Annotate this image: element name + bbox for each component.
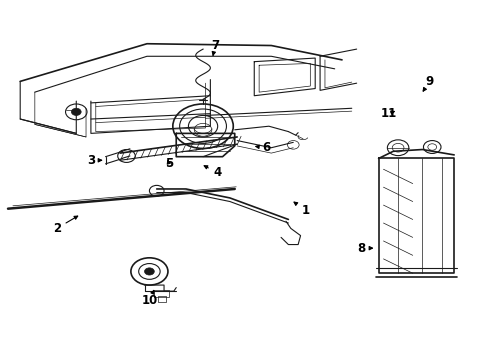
Text: 8: 8 bbox=[357, 242, 372, 255]
Text: 9: 9 bbox=[422, 75, 433, 91]
Text: 1: 1 bbox=[293, 202, 309, 217]
Bar bbox=[158, 296, 165, 302]
Text: 3: 3 bbox=[87, 154, 102, 167]
Text: 5: 5 bbox=[164, 157, 173, 170]
Circle shape bbox=[144, 268, 154, 275]
Bar bbox=[154, 290, 168, 297]
Circle shape bbox=[71, 108, 81, 116]
Text: 2: 2 bbox=[53, 216, 78, 235]
Text: 6: 6 bbox=[255, 141, 270, 154]
Text: 10: 10 bbox=[141, 291, 157, 307]
Text: 7: 7 bbox=[211, 39, 219, 55]
Text: 4: 4 bbox=[204, 166, 222, 179]
Text: 11: 11 bbox=[380, 107, 396, 120]
